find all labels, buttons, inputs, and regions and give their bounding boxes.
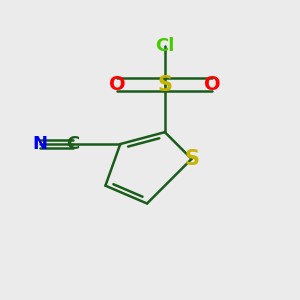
Text: O: O	[109, 75, 126, 94]
Text: O: O	[204, 75, 221, 94]
Text: Cl: Cl	[155, 37, 175, 55]
Text: N: N	[32, 135, 47, 153]
Text: S: S	[184, 149, 199, 169]
Text: S: S	[158, 75, 172, 94]
Text: C: C	[66, 135, 79, 153]
